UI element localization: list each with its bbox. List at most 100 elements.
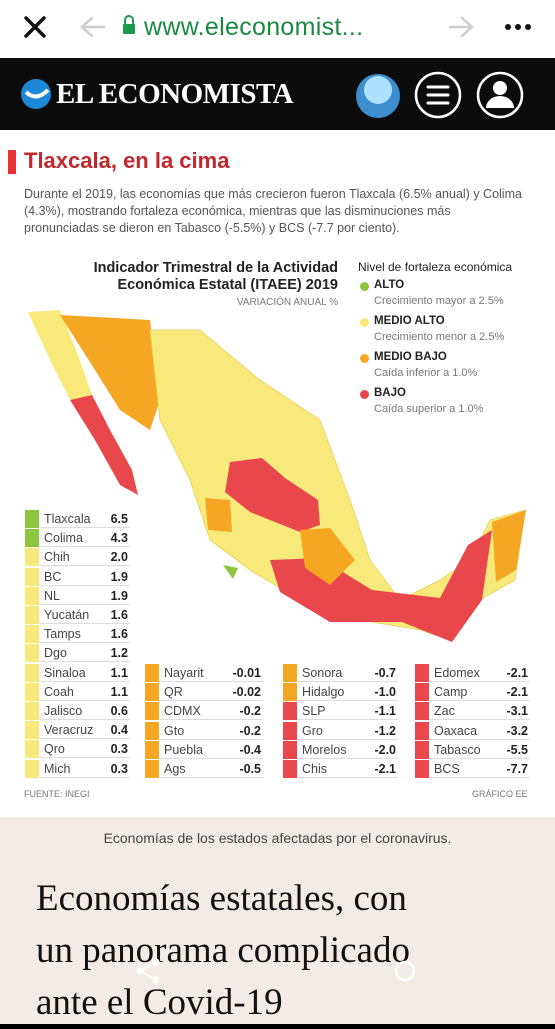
- state-value: -0.2: [239, 704, 261, 719]
- site-name: EL ECONOMISTA: [56, 78, 294, 110]
- menu-button[interactable]: [414, 71, 462, 119]
- row-swatch: [283, 760, 297, 778]
- row-swatch: [25, 548, 39, 567]
- legend-dot: [360, 354, 369, 363]
- title-line: Indicador Trimestral de la Actividad: [93, 260, 338, 276]
- row-swatch: [25, 702, 39, 720]
- legend-item: ALTO Crecimiento mayor a 2.5%: [358, 278, 548, 314]
- row-swatch: [283, 740, 297, 759]
- table-row: Gto -0.2: [145, 721, 263, 740]
- legend-label: MEDIO BAJO: [374, 351, 447, 363]
- table-row: Oaxaca -3.2: [415, 721, 530, 740]
- state-name: CDMX: [164, 704, 201, 719]
- state-value: -0.4: [239, 742, 261, 757]
- back-icon[interactable]: [80, 16, 106, 38]
- map-region: [492, 510, 526, 582]
- state-value: 0.6: [110, 704, 128, 718]
- legend-title: Nivel de fortaleza económica: [358, 260, 513, 274]
- table-row: QR -0.02: [145, 683, 263, 702]
- row-swatch: [415, 683, 429, 702]
- map-region: [70, 395, 138, 495]
- row-swatch: [415, 760, 429, 778]
- state-name: Yucatán: [44, 608, 90, 622]
- map-region: [270, 530, 492, 642]
- forward-icon[interactable]: [448, 16, 474, 38]
- article: Economías de los estados afectadas por e…: [0, 817, 555, 1024]
- row-swatch: [25, 644, 39, 663]
- row-swatch: [25, 759, 39, 778]
- state-name: Hidalgo: [302, 685, 345, 700]
- table-row: Tabasco -5.5: [415, 740, 530, 759]
- state-name: Sonora: [302, 666, 343, 680]
- table-row: Gro -1.2: [283, 721, 398, 740]
- row-swatch: [25, 740, 39, 759]
- state-value: -0.2: [239, 723, 261, 738]
- state-value: -0.01: [232, 666, 262, 680]
- table-row: Colima 4.3: [25, 529, 130, 548]
- state-value: -3.2: [506, 723, 528, 738]
- table-row: Dgo 1.2: [25, 644, 130, 663]
- state-name: Chis: [302, 762, 328, 776]
- user-button[interactable]: [476, 71, 524, 119]
- map-region: [300, 528, 355, 585]
- site-header: EL ECONOMISTA: [0, 58, 555, 130]
- state-value: -7.7: [506, 762, 528, 776]
- state-value: 0.3: [110, 761, 128, 776]
- table-row: Jalisco 0.6: [25, 702, 130, 720]
- header-icons: [21, 71, 524, 119]
- row-swatch: [415, 721, 429, 740]
- row-swatch: [25, 529, 39, 548]
- legend-item: MEDIO BAJO Caída inferior a 1.0%: [358, 350, 548, 386]
- row-swatch: [25, 567, 39, 586]
- table-row: Chis -2.1: [283, 760, 398, 778]
- close-icon[interactable]: [24, 16, 46, 38]
- legend: ALTO Crecimiento mayor a 2.5% MEDIO ALTO Cr…: [358, 278, 548, 422]
- state-name: Coah: [44, 684, 74, 699]
- state-name: Sinaloa: [44, 665, 86, 680]
- source: FUENTE: INEGI: [24, 789, 90, 799]
- state-name: SLP: [302, 704, 326, 719]
- table-row: Veracruz 0.4: [25, 721, 130, 740]
- lens-icon[interactable]: [394, 960, 416, 982]
- table-row: Coah 1.1: [25, 682, 130, 701]
- legend-dot: [360, 318, 369, 327]
- state-name: Gro: [302, 723, 323, 738]
- legend-desc: Caída superior a 1.0%: [374, 403, 484, 415]
- table-row: Hidalgo -1.0: [283, 683, 398, 702]
- overlay-icons: [136, 958, 416, 984]
- table-row: BCS -7.7: [415, 760, 530, 778]
- title-line: Económica Estatal (ITAEE) 2019: [117, 277, 338, 293]
- table-row: Tlaxcala 6.5: [25, 510, 130, 528]
- url[interactable]: www.eleconomist...: [144, 13, 364, 41]
- menu-icon[interactable]: [505, 24, 531, 30]
- legend-label: BAJO: [374, 387, 406, 399]
- browser-bar: www.eleconomist...: [0, 0, 555, 58]
- table-row: Morelos -2.0: [283, 740, 398, 759]
- row-swatch: [283, 664, 297, 682]
- table-row: Zac -3.1: [415, 702, 530, 721]
- state-value: 0.3: [110, 742, 128, 757]
- table-row: NL 1.9: [25, 586, 130, 605]
- state-value: 4.3: [110, 531, 128, 546]
- heading: Tlaxcala, en la cima: [24, 148, 230, 173]
- state-value: 1.6: [110, 627, 128, 642]
- subtitle: VARIACIÓN ANUAL %: [236, 297, 338, 308]
- legend-item: BAJO Caída superior a 1.0%: [358, 386, 548, 422]
- caption: Economías de los estados afectadas por e…: [103, 830, 452, 846]
- state-name: Ags: [164, 762, 186, 776]
- state-value: 6.5: [110, 512, 128, 526]
- state-value: -1.2: [374, 723, 396, 738]
- row-swatch: [283, 683, 297, 702]
- state-name: Veracruz: [44, 723, 94, 738]
- state-value: -2.1: [506, 666, 528, 680]
- infographic: Tlaxcala, en la cima Durante el 2019, la…: [0, 130, 555, 817]
- legend-dot: [360, 390, 369, 399]
- state-name: Nayarit: [164, 666, 204, 680]
- state-value: 1.6: [110, 608, 128, 622]
- state-name: Jalisco: [44, 704, 83, 718]
- chart-title: Indicador Trimestral de la Actividad Eco…: [20, 260, 338, 311]
- state-name: Morelos: [302, 742, 347, 757]
- row-swatch: [25, 682, 39, 701]
- state-name: Tabasco: [434, 742, 481, 757]
- table-row: Ags -0.5: [145, 760, 263, 778]
